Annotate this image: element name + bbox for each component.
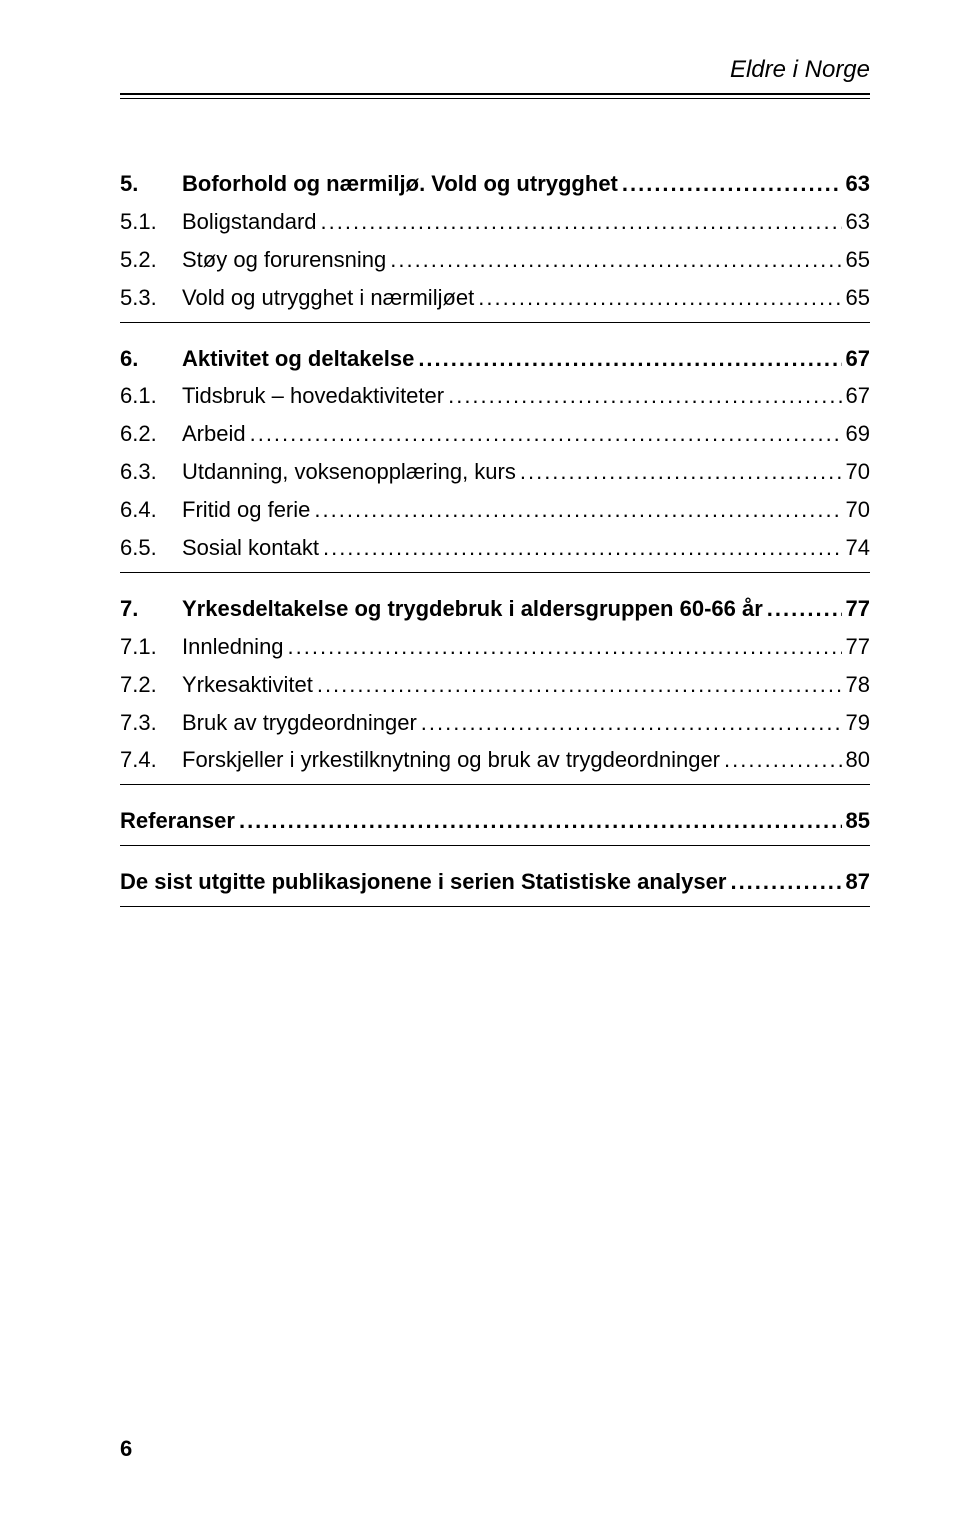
toc-leader-dots: ........................................… — [317, 669, 842, 701]
toc-section: 6.Aktivitet og deltakelse...............… — [120, 343, 870, 573]
toc-entry-label: Arbeid — [182, 418, 246, 450]
toc-leader-dots: ........................................… — [448, 380, 841, 412]
toc-entry: 7.2.Yrkesaktivitet......................… — [120, 669, 870, 701]
toc-entry-label: Yrkesdeltakelse og trygdebruk i aldersgr… — [182, 593, 763, 625]
toc-leader-dots: ........................................… — [239, 805, 842, 837]
toc-entry-label: Yrkesaktivitet — [182, 669, 313, 701]
section-divider — [120, 322, 870, 323]
page-number: 6 — [120, 1436, 132, 1462]
toc-entry: 5.3.Vold og utrygghet i nærmiljøet......… — [120, 282, 870, 314]
toc-entry-number: 7.3. — [120, 707, 182, 739]
toc-leader-dots: ........................................… — [421, 707, 842, 739]
section-divider — [120, 906, 870, 907]
toc-leader-dots: ........................................… — [323, 532, 842, 564]
toc-leader-dots: ........................................… — [724, 744, 842, 776]
toc-entry-page: 78 — [846, 669, 870, 701]
toc-entry-number: 6.4. — [120, 494, 182, 526]
toc-entry-number: 6. — [120, 343, 182, 375]
toc-entry-number: 5. — [120, 168, 182, 200]
toc-entry-label: Fritid og ferie — [182, 494, 310, 526]
toc-entry-page: 70 — [846, 456, 870, 488]
toc-entry: 5.1.Boligstandard.......................… — [120, 206, 870, 238]
toc-leader-dots: ........................................… — [520, 456, 842, 488]
toc-entry-page: 70 — [846, 494, 870, 526]
toc-section: 7.Yrkesdeltakelse og trygdebruk i alders… — [120, 593, 870, 785]
toc-content: 5.Boforhold og nærmiljø. Vold og utryggh… — [120, 168, 870, 927]
toc-leader-dots: ........................................… — [321, 206, 842, 238]
toc-section: 5.Boforhold og nærmiljø. Vold og utryggh… — [120, 168, 870, 323]
toc-entry-page: 85 — [846, 805, 870, 837]
toc-entry-label: Aktivitet og deltakelse — [182, 343, 414, 375]
toc-entry-page: 87 — [846, 866, 870, 898]
toc-entry-number: 6.5. — [120, 532, 182, 564]
toc-entry: 6.1.Tidsbruk – hovedaktiviteter.........… — [120, 380, 870, 412]
toc-entry-page: 80 — [846, 744, 870, 776]
toc-entry-page: 69 — [846, 418, 870, 450]
toc-entry-page: 63 — [846, 168, 870, 200]
toc-entry-label: Boligstandard — [182, 206, 317, 238]
toc-entry-number: 6.1. — [120, 380, 182, 412]
toc-leader-dots: ........................................… — [622, 168, 842, 200]
toc-entry-page: 77 — [846, 631, 870, 663]
toc-entry: 6.2.Arbeid..............................… — [120, 418, 870, 450]
toc-leader-dots: ........................................… — [288, 631, 842, 663]
toc-entry-number: 6.2. — [120, 418, 182, 450]
toc-entry-page: 65 — [846, 244, 870, 276]
section-divider — [120, 572, 870, 573]
toc-entry: 7.1.Innledning..........................… — [120, 631, 870, 663]
toc-entry-page: 65 — [846, 282, 870, 314]
toc-section: De sist utgitte publikasjonene i serien … — [120, 866, 870, 907]
toc-entry-number: 7.1. — [120, 631, 182, 663]
toc-entry-page: 67 — [846, 343, 870, 375]
toc-section-head: 6.Aktivitet og deltakelse...............… — [120, 343, 870, 375]
header-rule-thick — [120, 93, 870, 95]
toc-section-head: Referanser..............................… — [120, 805, 870, 837]
toc-entry-label: Tidsbruk – hovedaktiviteter — [182, 380, 444, 412]
toc-entry-number: 5.2. — [120, 244, 182, 276]
toc-entry-label: Støy og forurensning — [182, 244, 386, 276]
toc-entry-page: 74 — [846, 532, 870, 564]
toc-entry-label: Bruk av trygdeordninger — [182, 707, 417, 739]
toc-entry-label: Sosial kontakt — [182, 532, 319, 564]
toc-leader-dots: ........................................… — [418, 343, 841, 375]
toc-entry: 7.3.Bruk av trygdeordninger.............… — [120, 707, 870, 739]
toc-entry: 6.3.Utdanning, voksenopplæring, kurs....… — [120, 456, 870, 488]
toc-section-head: 7.Yrkesdeltakelse og trygdebruk i alders… — [120, 593, 870, 625]
toc-leader-dots: ........................................… — [390, 244, 841, 276]
section-divider — [120, 784, 870, 785]
toc-entry-label: Innledning — [182, 631, 284, 663]
toc-section: Referanser..............................… — [120, 805, 870, 846]
toc-leader-dots: ........................................… — [250, 418, 842, 450]
toc-entry: 6.4.Fritid og ferie.....................… — [120, 494, 870, 526]
header-rule-thin — [120, 98, 870, 99]
toc-entry-label: Forskjeller i yrkestilknytning og bruk a… — [182, 744, 720, 776]
toc-entry-page: 67 — [846, 380, 870, 412]
toc-entry-number: 7.4. — [120, 744, 182, 776]
toc-leader-dots: ........................................… — [478, 282, 841, 314]
toc-entry-number: 7. — [120, 593, 182, 625]
toc-entry-page: 63 — [846, 206, 870, 238]
running-head-title: Eldre i Norge — [730, 56, 870, 84]
toc-entry: 5.2.Støy og forurensning................… — [120, 244, 870, 276]
toc-entry-number: 7.2. — [120, 669, 182, 701]
toc-entry-label: Boforhold og nærmiljø. Vold og utrygghet — [182, 168, 618, 200]
toc-entry-number: 5.1. — [120, 206, 182, 238]
toc-entry-label: Referanser — [120, 805, 235, 837]
toc-entry-label: De sist utgitte publikasjonene i serien … — [120, 866, 726, 898]
section-divider — [120, 845, 870, 846]
document-page: Eldre i Norge 5.Boforhold og nærmiljø. V… — [0, 0, 960, 1518]
toc-entry-page: 79 — [846, 707, 870, 739]
toc-entry: 6.5.Sosial kontakt......................… — [120, 532, 870, 564]
toc-section-head: 5.Boforhold og nærmiljø. Vold og utryggh… — [120, 168, 870, 200]
toc-entry-label: Utdanning, voksenopplæring, kurs — [182, 456, 516, 488]
toc-leader-dots: ........................................… — [314, 494, 841, 526]
toc-entry-page: 77 — [846, 593, 870, 625]
toc-entry-number: 6.3. — [120, 456, 182, 488]
toc-leader-dots: ........................................… — [730, 866, 841, 898]
toc-entry: 7.4.Forskjeller i yrkestilknytning og br… — [120, 744, 870, 776]
toc-leader-dots: ........................................… — [767, 593, 842, 625]
toc-entry-label: Vold og utrygghet i nærmiljøet — [182, 282, 474, 314]
toc-entry-number: 5.3. — [120, 282, 182, 314]
toc-section-head: De sist utgitte publikasjonene i serien … — [120, 866, 870, 898]
